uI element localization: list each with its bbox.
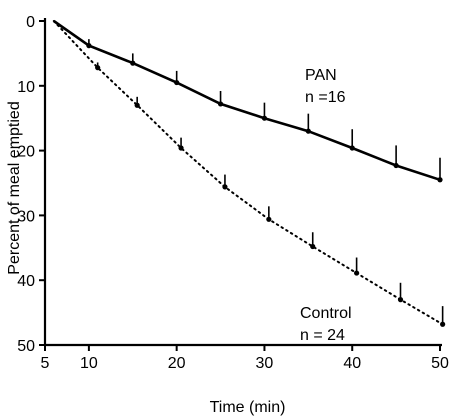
pan-data-point: [305, 128, 311, 134]
x-axis-title: Time (min): [210, 399, 286, 416]
pan-data-point: [217, 101, 224, 107]
control-data-point: [310, 243, 316, 250]
pan-data-point: [349, 145, 355, 151]
control-data-point: [178, 145, 184, 151]
control-data-point: [397, 297, 404, 303]
control-n-label: n = 24: [300, 327, 345, 344]
x-tick-label: 10: [80, 355, 98, 372]
control-data-point: [266, 216, 272, 222]
y-ticks: 0 10 20 30 40 50: [17, 14, 45, 355]
pan-data-point: [174, 79, 180, 86]
pan-data-point: [261, 115, 268, 121]
x-tick-label: 20: [168, 355, 186, 372]
pan-series: [53, 19, 443, 183]
x-tick-label: 5: [41, 355, 50, 372]
pan-data-point: [86, 43, 92, 49]
pan-series-line: [53, 19, 441, 182]
control-data-point: [95, 65, 101, 71]
pan-data-point: [393, 162, 399, 169]
pan-data-point: [130, 60, 136, 66]
control-series-line: [52, 20, 444, 326]
control-data-point: [134, 102, 140, 108]
y-tick-label: 30: [17, 208, 35, 225]
control-data-point: [222, 184, 228, 190]
y-tick-label: 50: [17, 338, 35, 355]
y-tick-label: 0: [26, 14, 35, 31]
control-series: [52, 20, 446, 327]
pan-series-label: PAN: [305, 67, 337, 84]
y-tick-label: 40: [17, 273, 35, 290]
y-tick-label: 10: [17, 79, 35, 96]
control-data-point: [354, 270, 360, 276]
x-tick-label: 30: [256, 355, 274, 372]
pan-n-label: n =16: [305, 89, 346, 106]
y-axis-title: Percent of meal emptied: [6, 101, 23, 274]
x-tick-label: 40: [343, 355, 361, 372]
axes: [43, 18, 442, 347]
series-layer: [52, 19, 446, 327]
x-tick-label: 50: [431, 355, 449, 372]
pan-data-point: [437, 177, 443, 183]
control-label-group: Control n = 24: [300, 305, 352, 344]
y-tick-label: 20: [17, 144, 35, 161]
x-ticks: 5 10 20 30 40 50: [41, 345, 449, 372]
pan-label-group: PAN n =16: [305, 67, 346, 106]
control-series-label: Control: [300, 305, 352, 322]
control-data-point: [440, 321, 446, 327]
